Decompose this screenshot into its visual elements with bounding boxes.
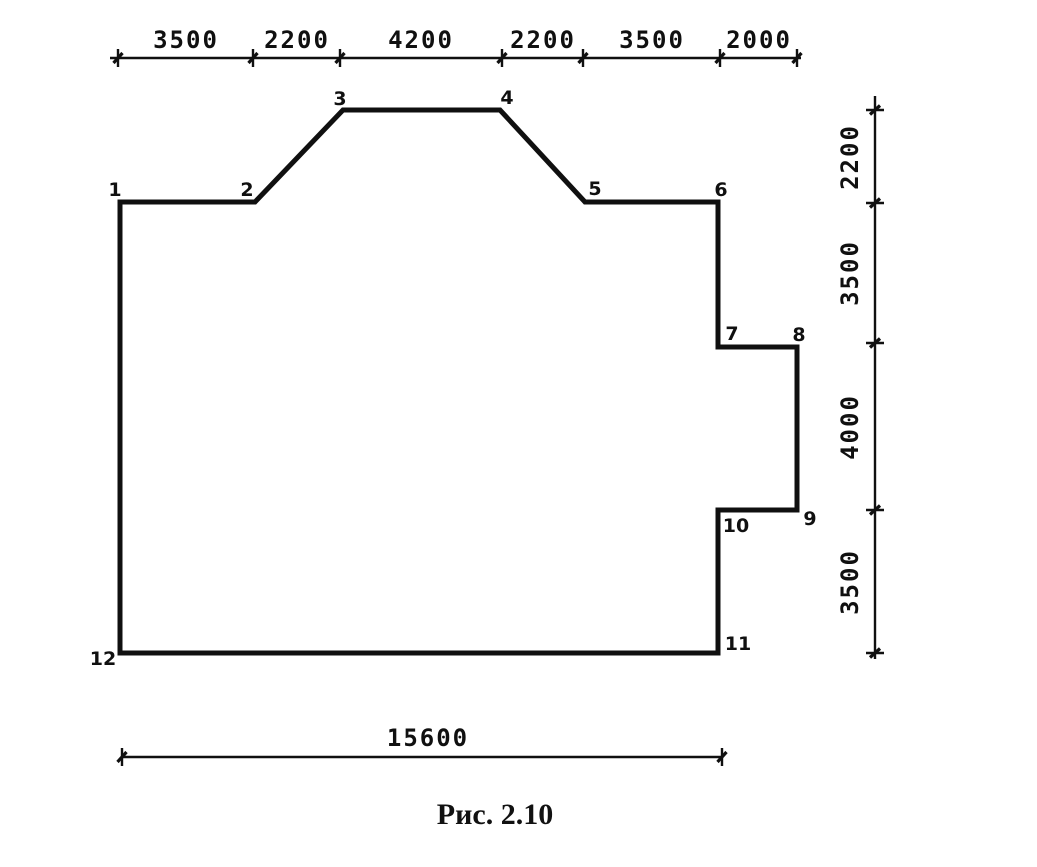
figure-caption: Рис. 2.10 xyxy=(436,798,554,831)
vertex-label: 10 xyxy=(723,515,749,537)
vertex-label: 3 xyxy=(333,88,346,110)
vertex-label: 2 xyxy=(240,179,253,201)
bottom-dimension-tick-slash xyxy=(116,750,128,764)
right-dimension-label: 4000 xyxy=(836,394,864,460)
top-dimension-tick-slash xyxy=(577,51,589,65)
top-dimension-label: 3500 xyxy=(153,26,219,54)
top-dimension-tick-slash xyxy=(496,51,508,65)
top-dimension-tick-slash xyxy=(334,51,346,65)
top-dimension-label: 3500 xyxy=(619,26,685,54)
right-dimension-tick-slash xyxy=(868,504,882,516)
top-dimension-tick-slash xyxy=(112,51,124,65)
vertex-label: 4 xyxy=(500,87,513,109)
vertex-label: 8 xyxy=(792,324,805,346)
right-dimension-tick-slash xyxy=(868,197,882,209)
vertex-label: 12 xyxy=(90,648,116,670)
right-dimension-label: 3500 xyxy=(836,549,864,615)
right-dimension-tick-slash xyxy=(868,647,882,659)
vertex-label: 5 xyxy=(588,178,601,200)
vertex-label: 1 xyxy=(108,179,121,201)
top-dimension-label: 4200 xyxy=(388,26,454,54)
top-dimension-tick-slash xyxy=(247,51,259,65)
vertex-label: 11 xyxy=(725,633,751,655)
right-dimension-tick-slash xyxy=(868,337,882,349)
vertex-label: 7 xyxy=(725,323,738,345)
right-dimension-tick-slash xyxy=(868,104,882,116)
top-dimension-tick-slash xyxy=(791,51,803,65)
vertex-label: 9 xyxy=(803,508,816,530)
bottom-dimension-label: 15600 xyxy=(387,724,469,752)
top-dimension-label: 2200 xyxy=(510,26,576,54)
outline-path xyxy=(117,107,800,656)
right-dimension-label: 3500 xyxy=(836,240,864,306)
top-dimension-label: 2000 xyxy=(726,26,792,54)
right-dimension-label: 2200 xyxy=(836,124,864,190)
vertex-label: 6 xyxy=(714,179,727,201)
top-dimension-label: 2200 xyxy=(264,26,330,54)
top-dimension-tick-slash xyxy=(714,51,726,65)
bottom-dimension-tick-slash xyxy=(716,750,728,764)
